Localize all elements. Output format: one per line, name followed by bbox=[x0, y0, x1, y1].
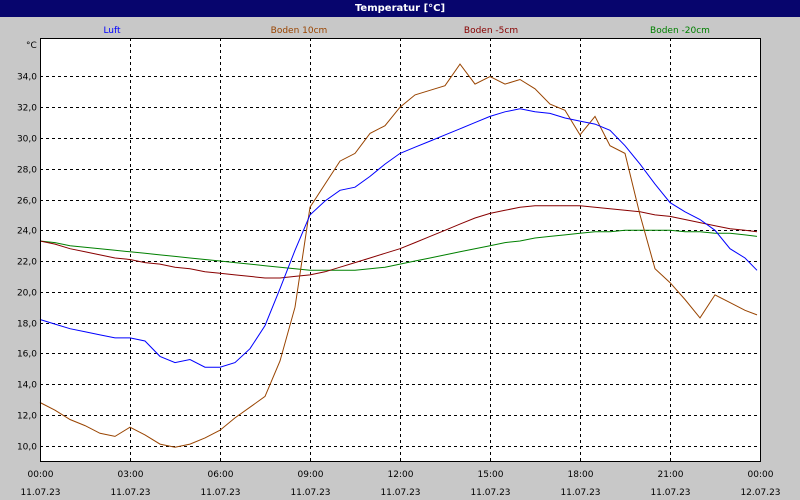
series-line-1 bbox=[39, 63, 758, 448]
x-tick-time: 09:00 bbox=[298, 470, 324, 480]
y-tick-label: 12,0 bbox=[17, 412, 37, 422]
y-tick-label: 20,0 bbox=[17, 289, 37, 299]
grid-lines bbox=[40, 38, 760, 461]
x-tick-time: 18:00 bbox=[568, 470, 594, 480]
x-tick-time: 00:00 bbox=[748, 470, 774, 480]
x-tick-date: 11.07.23 bbox=[560, 488, 600, 498]
y-tick-label: 32,0 bbox=[17, 104, 37, 114]
series-line-2 bbox=[39, 205, 758, 279]
legend-entry: Luft bbox=[103, 26, 121, 36]
y-tick-label: 22,0 bbox=[17, 258, 37, 268]
x-tick-date: 11.07.23 bbox=[200, 488, 240, 498]
x-tick-time: 03:00 bbox=[118, 470, 144, 480]
y-tick-label: 28,0 bbox=[17, 166, 37, 176]
y-tick-label: 26,0 bbox=[17, 197, 37, 207]
x-tick-time: 12:00 bbox=[388, 470, 414, 480]
series-lines bbox=[39, 63, 758, 448]
x-tick-date: 12.07.23 bbox=[740, 488, 780, 498]
x-tick-time: 15:00 bbox=[478, 470, 504, 480]
y-tick-label: 14,0 bbox=[17, 381, 37, 391]
x-tick-date: 11.07.23 bbox=[20, 488, 60, 498]
legend-entry: Boden -20cm bbox=[650, 26, 710, 36]
series-line-0 bbox=[39, 108, 758, 368]
legend-entry: Boden 10cm bbox=[271, 26, 328, 36]
x-tick-time: 21:00 bbox=[658, 470, 684, 480]
x-tick-date: 11.07.23 bbox=[110, 488, 150, 498]
x-tick-date: 11.07.23 bbox=[380, 488, 420, 498]
axis-labels: °C 10,0 12,0 14,0 16,0 18,0 20,0 22,0 24,0 26,0 2… bbox=[17, 41, 781, 498]
x-tick-date: 11.07.23 bbox=[470, 488, 510, 498]
y-tick-label: 24,0 bbox=[17, 227, 37, 237]
x-tick-time: 00:00 bbox=[28, 470, 54, 480]
y-tick-label: 18,0 bbox=[17, 320, 37, 330]
y-tick-label: 16,0 bbox=[17, 350, 37, 360]
plot-frame bbox=[40, 38, 761, 462]
y-tick-label: 30,0 bbox=[17, 135, 37, 145]
y-axis-unit: °C bbox=[26, 41, 37, 51]
chart-title: Temperatur [°C] bbox=[0, 0, 800, 17]
legend: Luft Boden 10cm Boden -5cm Boden -20cm bbox=[103, 26, 710, 36]
y-tick-label: 10,0 bbox=[17, 443, 37, 453]
temperature-chart: °C 10,0 12,0 14,0 16,0 18,0 20,0 22,0 24,0 26,0 2… bbox=[17, 26, 781, 498]
x-tick-date: 11.07.23 bbox=[650, 488, 690, 498]
x-tick-time: 06:00 bbox=[208, 470, 234, 480]
legend-entry: Boden -5cm bbox=[464, 26, 518, 36]
x-tick-date: 11.07.23 bbox=[290, 488, 330, 498]
series-line-3 bbox=[39, 229, 758, 271]
y-tick-label: 34,0 bbox=[17, 73, 37, 83]
